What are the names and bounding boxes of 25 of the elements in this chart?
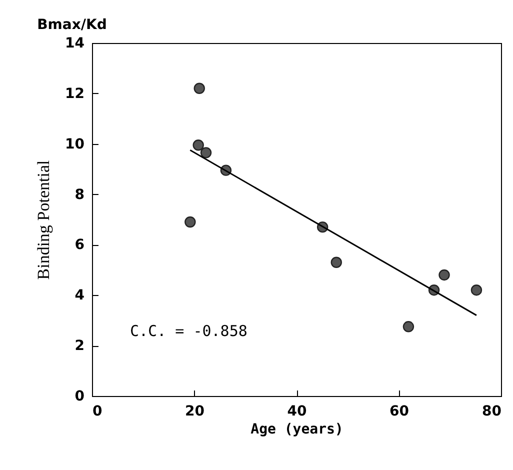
point <box>470 284 482 296</box>
x-axis-title: Age (years) <box>250 422 344 438</box>
y-axis-title: Binding Potential <box>34 160 54 280</box>
x-tick-label: 80 <box>482 404 502 420</box>
point <box>192 140 204 151</box>
point <box>200 147 212 158</box>
y-tick-label: 10 <box>65 136 85 152</box>
point <box>330 256 342 268</box>
y-tick-label: 14 <box>65 36 85 52</box>
point <box>438 269 450 281</box>
text: Bmax/Kd <box>37 17 107 33</box>
y-tick-label: 12 <box>65 86 84 102</box>
y-tick-label: 6 <box>74 237 84 254</box>
point <box>402 321 414 332</box>
y-tick-label: 4 <box>74 288 85 304</box>
point <box>184 216 196 228</box>
y-tick-label: 0 <box>74 388 85 404</box>
y-tick-label: 2 <box>74 338 84 354</box>
y-tick-label: 8 <box>74 186 84 203</box>
x-tick-label: 40 <box>287 404 307 420</box>
x-tick-label: 0 <box>92 404 102 420</box>
point <box>194 82 205 94</box>
x-tick-label: 60 <box>390 404 410 420</box>
x-tick-label: 20 <box>185 404 205 420</box>
annotation: C.C. = -0.858 <box>130 322 248 340</box>
